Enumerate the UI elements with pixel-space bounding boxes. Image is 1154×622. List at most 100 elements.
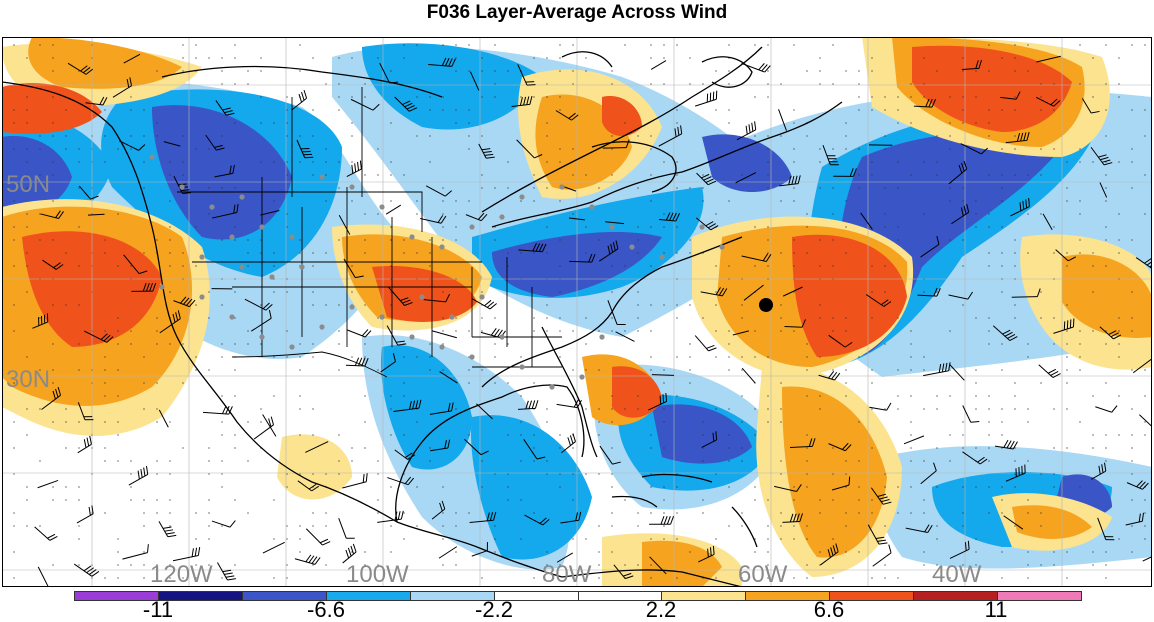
stipple-dot (897, 109, 899, 111)
stipple-dot (26, 408, 28, 410)
stipple-dot (559, 161, 561, 163)
stipple-dot (1131, 408, 1133, 410)
stipple-dot (78, 499, 80, 501)
colorbar-label: 2.2 (645, 597, 677, 622)
stipple-dot (403, 434, 405, 436)
stipple-dot (312, 564, 314, 566)
wind-barb (122, 544, 149, 560)
wind-barb (119, 140, 146, 151)
wind-barbs (32, 53, 1152, 587)
station-dot (629, 244, 635, 250)
stipple-dot (403, 174, 405, 176)
stipple-dot (221, 135, 223, 137)
wind-barb (338, 518, 355, 539)
stipple-dot (104, 460, 106, 462)
stipple-dot (78, 187, 80, 189)
stipple-dot (559, 57, 561, 59)
stipple-dot (312, 304, 314, 306)
stipple-dot (65, 304, 67, 306)
stipple-dot (156, 564, 158, 566)
wind-barb (867, 524, 888, 545)
stipple-dot (234, 187, 236, 189)
stipple-dot (910, 421, 912, 423)
stipple-dot (26, 122, 28, 124)
stipple-dot (104, 577, 106, 579)
stipple-dot (1105, 447, 1107, 449)
stipple-dot (858, 551, 860, 553)
stipple-dot (572, 577, 574, 579)
stipple-dot (910, 434, 912, 436)
stipple-dot (507, 473, 509, 475)
stipple-dot (1118, 434, 1120, 436)
stipple-dot (299, 434, 301, 436)
stipple-dot (949, 395, 951, 397)
stipple-dot (312, 135, 314, 137)
stipple-dot (1105, 434, 1107, 436)
stipple-dot (1105, 109, 1107, 111)
stipple-dot (988, 174, 990, 176)
stipple-dot (780, 330, 782, 332)
stipple-dot (299, 239, 301, 241)
wind-barb (294, 554, 321, 565)
wind-barb (648, 392, 668, 411)
stipple-dot (468, 148, 470, 150)
wind-barb (34, 526, 58, 541)
stipple-dot (793, 148, 795, 150)
stipple-dot (234, 395, 236, 397)
stipple-dot (676, 187, 678, 189)
stipple-dot (962, 447, 964, 449)
stipple-dot (1014, 486, 1016, 488)
wind-barb (658, 125, 683, 147)
stipple-dot (1014, 44, 1016, 46)
stipple-dot (585, 70, 587, 72)
stipple-dot (702, 499, 704, 501)
stipple-dot (884, 187, 886, 189)
wind-barb (202, 405, 233, 415)
station-dot (349, 304, 355, 310)
stipple-dot (611, 525, 613, 527)
stipple-dot (429, 343, 431, 345)
stipple-dot (806, 577, 808, 579)
colorbar-segment (746, 592, 831, 600)
wind-barb (1000, 91, 1021, 100)
stipple-dot (325, 564, 327, 566)
stipple-dot (988, 317, 990, 319)
stipple-dot (117, 551, 119, 553)
stipple-dot (780, 512, 782, 514)
wind-barb (695, 217, 719, 231)
stipple-dot (559, 70, 561, 72)
stipple-dot (741, 512, 743, 514)
wind-barb (994, 439, 1018, 450)
station-dot (599, 334, 605, 340)
stipple-dot (533, 434, 535, 436)
stipple-dot (988, 122, 990, 124)
stipple-dot (26, 291, 28, 293)
stipple-dot (221, 70, 223, 72)
stipple-dot (715, 577, 717, 579)
stipple-dot (546, 226, 548, 228)
stipple-dot (1001, 421, 1003, 423)
map-panel: 50N 30N 120W 100W 80W 60W 40W (2, 37, 1152, 587)
stipple-dot (637, 239, 639, 241)
stipple-dot (546, 96, 548, 98)
stipple-dot (221, 577, 223, 579)
stipple-dot (130, 148, 132, 150)
stipple-dot (962, 122, 964, 124)
stipple-dot (429, 135, 431, 137)
stipple-dot (455, 226, 457, 228)
stipple-dot (676, 486, 678, 488)
stipple-dot (897, 369, 899, 371)
stipple-dot (286, 135, 288, 137)
wind-barb (84, 330, 114, 343)
stipple-dot (39, 317, 41, 319)
stipple-dot (585, 57, 587, 59)
stipple-dot (1014, 70, 1016, 72)
stipple-dot (104, 421, 106, 423)
significance-stipple (13, 44, 1146, 579)
stipple-dot (923, 83, 925, 85)
stipple-dot (325, 161, 327, 163)
stipple-dot (13, 109, 15, 111)
stipple-dot (650, 148, 652, 150)
stipple-dot (546, 317, 548, 319)
stipple-dot (1092, 265, 1094, 267)
